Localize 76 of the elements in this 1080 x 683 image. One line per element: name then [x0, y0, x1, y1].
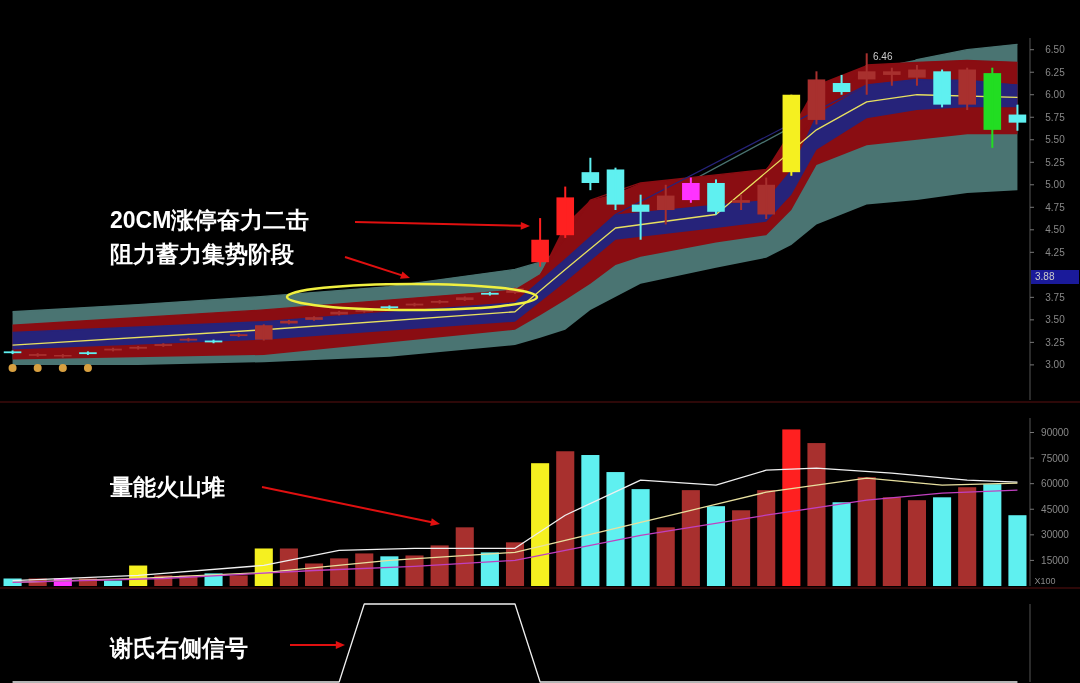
bar [430, 545, 449, 586]
text: 3.88 [1035, 271, 1055, 282]
candlestick [254, 323, 273, 342]
bar [254, 548, 273, 586]
candlestick [883, 66, 901, 87]
y-tick-label: 60000 [1041, 478, 1070, 490]
y-tick-label: 6.00 [1045, 89, 1066, 101]
y-tick-label: 6.50 [1045, 44, 1066, 56]
candlestick [154, 342, 173, 348]
candlestick [682, 176, 700, 204]
bar [882, 497, 901, 586]
bar [807, 443, 826, 586]
bar [732, 510, 751, 586]
y-tick-label: 5.25 [1045, 156, 1066, 168]
y-tick-label: 6.25 [1045, 66, 1066, 78]
annotation: 20CM涨停奋力二击 [110, 207, 310, 233]
candlestick [229, 332, 248, 338]
annotation: 谢氏右侧信号 [109, 635, 248, 661]
bar [229, 575, 248, 586]
bar [380, 556, 399, 586]
bar [405, 555, 424, 586]
bar [706, 506, 726, 586]
bar [581, 455, 600, 586]
y-tick-label: 5.50 [1045, 134, 1066, 146]
bar [681, 490, 700, 586]
bar [355, 553, 374, 586]
y-tick-label: 90000 [1041, 427, 1070, 438]
y-tick-label: 3.00 [1045, 359, 1066, 371]
y-tick-label: 15000 [1041, 554, 1070, 566]
candlestick [933, 68, 951, 109]
candlestick [732, 193, 750, 211]
bar [907, 500, 926, 586]
y-tick-label: 75000 [1041, 452, 1070, 464]
bar [1008, 515, 1027, 586]
bar [933, 497, 952, 586]
candlestick [129, 344, 147, 351]
annotation: 6.46 [873, 51, 893, 62]
y-tick-label: 4.75 [1045, 201, 1066, 213]
bar [330, 558, 349, 586]
bar [857, 477, 876, 586]
candlestick [556, 185, 575, 239]
bar [656, 527, 675, 586]
bar [505, 542, 525, 586]
bar [279, 548, 298, 586]
bar [631, 489, 650, 586]
candlestick [380, 304, 399, 311]
bar [531, 463, 550, 586]
bar [556, 451, 575, 586]
bar [480, 552, 499, 586]
bar [958, 487, 977, 586]
candlestick [707, 178, 725, 216]
candlestick [908, 64, 926, 87]
candlestick [79, 350, 97, 356]
y-tick-label: 4.25 [1045, 246, 1066, 258]
annotation: 阻力蓄力集势阶段 [110, 241, 295, 267]
bar [104, 580, 123, 586]
y-axis-title: X100 [1034, 576, 1056, 586]
candlestick [305, 315, 323, 322]
candlestick [481, 290, 499, 297]
y-tick-label: 3.50 [1045, 314, 1066, 326]
bar [782, 429, 801, 586]
y-tick-label: 5.75 [1045, 111, 1066, 123]
y-tick-label: 45000 [1041, 503, 1070, 515]
bar [832, 502, 851, 586]
y-tick-label: 3.75 [1045, 291, 1066, 303]
y-tick-label: 5.00 [1045, 179, 1066, 191]
bar [983, 484, 1002, 586]
bar [757, 490, 776, 586]
candlestick [3, 349, 22, 356]
y-tick-label: 3.25 [1045, 336, 1066, 348]
bar [455, 527, 474, 586]
y-tick-label: 4.50 [1045, 224, 1066, 236]
bar [606, 472, 625, 586]
annotation: 量能火山堆 [109, 474, 225, 500]
y-tick-label: 30000 [1041, 529, 1070, 541]
candlestick [958, 66, 976, 112]
